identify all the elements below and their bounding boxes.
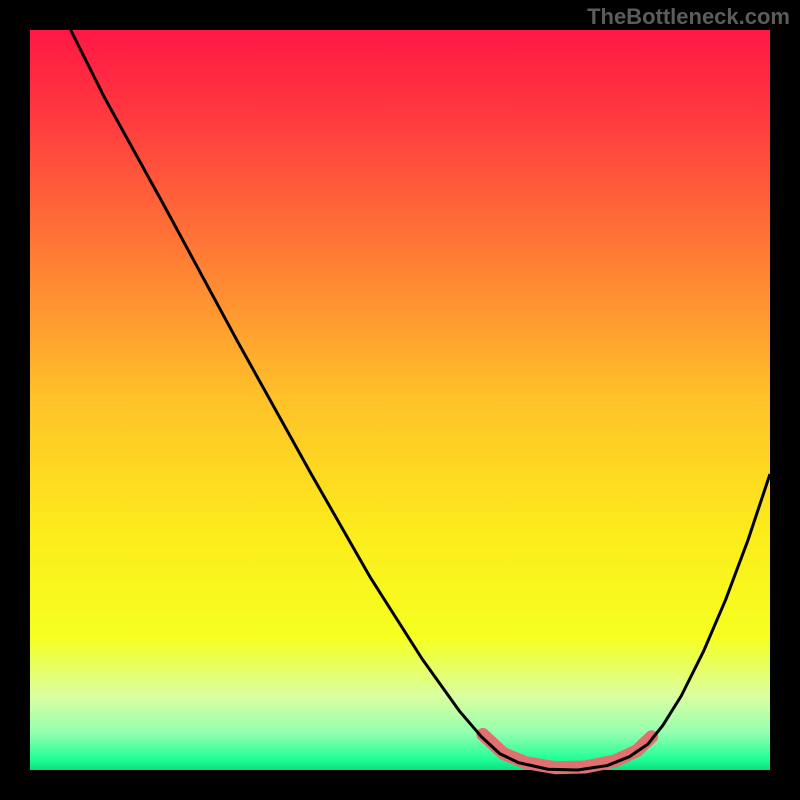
chart-svg (0, 0, 800, 800)
watermark-label: TheBottleneck.com (587, 4, 790, 30)
chart-container: TheBottleneck.com (0, 0, 800, 800)
